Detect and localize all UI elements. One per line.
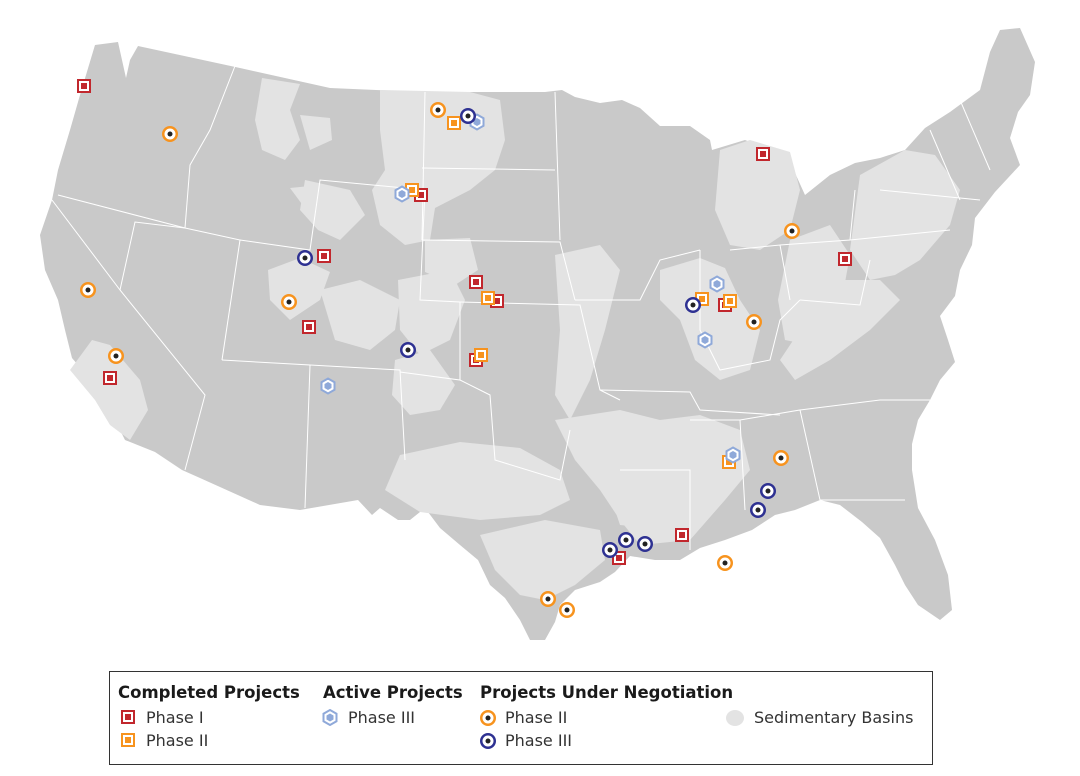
map-legend: Completed Projects Phase I Phase II Acti… <box>109 671 933 765</box>
active-phase3-marker <box>394 185 410 203</box>
completed-phase1-marker <box>756 147 770 161</box>
completed-phase1-marker <box>469 275 483 289</box>
negotiation-phase3-marker <box>602 542 618 558</box>
completed-phase2-marker <box>481 291 495 305</box>
completed-phase1-marker <box>317 249 331 263</box>
negotiation-phase3-marker <box>685 297 701 313</box>
negotiation-phase3-marker <box>618 532 634 548</box>
negotiation-phase3-marker <box>750 502 766 518</box>
negotiation-phase3-marker <box>760 483 776 499</box>
negotiation-phase2-marker <box>108 348 124 364</box>
active-phase3-marker <box>697 331 713 349</box>
legend-label: Phase II <box>146 731 209 750</box>
negotiation-phase2-marker <box>162 126 178 142</box>
negotiation-phase2-marker <box>540 591 556 607</box>
negotiation-phase2-marker <box>773 450 789 466</box>
active-phase3-marker <box>320 377 336 395</box>
map-canvas <box>40 28 1035 640</box>
blue-circle-icon <box>480 733 496 749</box>
red-square-icon <box>121 710 135 724</box>
legend-label: Phase III <box>348 708 416 727</box>
legend-heading-active: Active Projects <box>323 683 463 702</box>
completed-phase1-marker <box>838 252 852 266</box>
negotiation-phase3-marker <box>400 342 416 358</box>
completed-phase1-marker <box>302 320 316 334</box>
orange-square-icon <box>121 733 135 747</box>
completed-phase2-marker <box>723 294 737 308</box>
negotiation-phase2-marker <box>430 102 446 118</box>
legend-label: Sedimentary Basins <box>754 708 914 727</box>
orange-circle-icon <box>480 710 496 726</box>
legend-label: Phase I <box>146 708 204 727</box>
us-map <box>40 28 1035 640</box>
completed-phase1-marker <box>77 79 91 93</box>
completed-phase2-marker <box>447 116 461 130</box>
legend-heading-completed: Completed Projects <box>118 683 300 702</box>
negotiation-phase2-marker <box>559 602 575 618</box>
sedimentary-basins <box>70 78 960 600</box>
legend-label: Phase III <box>505 731 573 750</box>
active-phase3-marker <box>725 446 741 464</box>
completed-phase1-marker <box>675 528 689 542</box>
state-borders <box>51 65 991 550</box>
active-phase3-marker <box>709 275 725 293</box>
negotiation-phase3-marker <box>637 536 653 552</box>
legend-label: Phase II <box>505 708 568 727</box>
completed-phase2-marker <box>474 348 488 362</box>
negotiation-phase3-marker <box>460 108 476 124</box>
negotiation-phase2-marker <box>746 314 762 330</box>
negotiation-phase2-marker <box>717 555 733 571</box>
negotiation-phase3-marker <box>297 250 313 266</box>
negotiation-phase2-marker <box>784 223 800 239</box>
negotiation-phase2-marker <box>281 294 297 310</box>
legend-heading-negotiation: Projects Under Negotiation <box>480 683 734 702</box>
basin-blob-icon <box>726 710 744 726</box>
negotiation-phase2-marker <box>80 282 96 298</box>
blue-hexagon-icon <box>322 709 338 726</box>
completed-phase1-marker <box>103 371 117 385</box>
